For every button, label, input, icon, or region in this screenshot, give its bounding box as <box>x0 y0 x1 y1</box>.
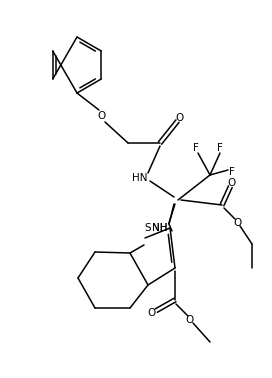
Text: S: S <box>145 223 151 233</box>
Text: O: O <box>186 315 194 325</box>
Text: HN: HN <box>132 173 148 183</box>
Text: O: O <box>176 113 184 123</box>
Text: F: F <box>229 167 235 177</box>
Text: O: O <box>98 111 106 121</box>
Text: O: O <box>228 178 236 188</box>
Text: O: O <box>148 308 156 318</box>
Text: F: F <box>193 143 199 153</box>
Text: O: O <box>233 218 241 228</box>
Text: F: F <box>217 143 223 153</box>
Text: NH: NH <box>152 223 168 233</box>
Text: NH: NH <box>152 223 168 233</box>
